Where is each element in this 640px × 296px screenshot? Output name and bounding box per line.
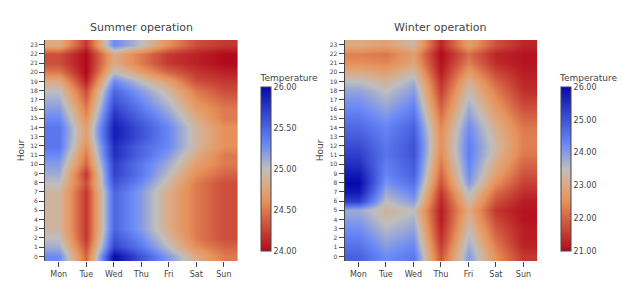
svg-text:9: 9 <box>34 170 38 177</box>
svg-text:2: 2 <box>334 234 338 241</box>
svg-text:Fri: Fri <box>164 270 174 279</box>
svg-text:26.00: 26.00 <box>574 83 597 92</box>
svg-text:22: 22 <box>330 50 338 57</box>
svg-text:Summer operation: Summer operation <box>90 21 193 34</box>
svg-text:14: 14 <box>330 124 338 131</box>
svg-text:10: 10 <box>30 160 38 167</box>
svg-text:Mon: Mon <box>50 270 67 279</box>
svg-text:23: 23 <box>330 41 338 48</box>
svg-text:22.00: 22.00 <box>574 214 597 223</box>
svg-text:17: 17 <box>30 96 38 103</box>
svg-text:Hour: Hour <box>16 139 26 161</box>
svg-text:25.50: 25.50 <box>274 124 297 133</box>
svg-text:9: 9 <box>334 170 338 177</box>
svg-text:Tue: Tue <box>378 270 393 279</box>
svg-text:12: 12 <box>330 142 338 149</box>
svg-text:0: 0 <box>334 253 338 260</box>
svg-text:Thu: Thu <box>133 270 149 279</box>
svg-text:25.00: 25.00 <box>574 116 597 125</box>
svg-text:13: 13 <box>330 133 338 140</box>
svg-text:0: 0 <box>34 253 38 260</box>
svg-text:19: 19 <box>330 78 338 85</box>
svg-text:Temperature: Temperature <box>559 73 617 83</box>
svg-text:19: 19 <box>30 78 38 85</box>
svg-text:5: 5 <box>34 206 38 213</box>
svg-text:23.00: 23.00 <box>574 181 597 190</box>
svg-text:Fri: Fri <box>464 270 474 279</box>
svg-text:4: 4 <box>334 216 338 223</box>
svg-text:8: 8 <box>34 179 38 186</box>
svg-text:Winter operation: Winter operation <box>394 21 487 34</box>
svg-text:24.50: 24.50 <box>274 206 297 215</box>
svg-text:20: 20 <box>330 68 338 75</box>
svg-text:16: 16 <box>330 105 338 112</box>
svg-text:26.00: 26.00 <box>274 83 297 92</box>
svg-text:4: 4 <box>34 216 38 223</box>
svg-text:Sat: Sat <box>190 270 203 279</box>
svg-text:13: 13 <box>30 133 38 140</box>
svg-text:Sun: Sun <box>216 270 231 279</box>
svg-text:Thu: Thu <box>432 270 448 279</box>
svg-text:5: 5 <box>334 206 338 213</box>
svg-text:24.00: 24.00 <box>274 247 297 256</box>
svg-text:14: 14 <box>30 124 38 131</box>
svg-text:22: 22 <box>30 50 38 57</box>
svg-text:Sat: Sat <box>489 270 502 279</box>
svg-text:Tue: Tue <box>78 270 93 279</box>
svg-text:24.00: 24.00 <box>574 148 597 157</box>
svg-text:25.00: 25.00 <box>274 165 297 174</box>
svg-text:21.00: 21.00 <box>574 247 597 256</box>
svg-text:6: 6 <box>334 197 338 204</box>
svg-text:Temperature: Temperature <box>259 73 317 83</box>
svg-text:2: 2 <box>34 234 38 241</box>
svg-text:Sun: Sun <box>516 270 531 279</box>
svg-text:21: 21 <box>30 59 38 66</box>
svg-text:6: 6 <box>34 197 38 204</box>
svg-text:8: 8 <box>334 179 338 186</box>
svg-text:7: 7 <box>334 188 338 195</box>
svg-text:21: 21 <box>330 59 338 66</box>
svg-text:16: 16 <box>30 105 38 112</box>
svg-text:20: 20 <box>30 68 38 75</box>
svg-text:10: 10 <box>330 160 338 167</box>
svg-text:7: 7 <box>34 188 38 195</box>
svg-text:3: 3 <box>34 225 38 232</box>
svg-text:1: 1 <box>334 243 338 250</box>
svg-text:Wed: Wed <box>105 270 122 279</box>
svg-text:Hour: Hour <box>315 139 325 161</box>
svg-text:18: 18 <box>330 87 338 94</box>
svg-text:3: 3 <box>334 225 338 232</box>
svg-text:Mon: Mon <box>350 270 367 279</box>
svg-text:12: 12 <box>30 142 38 149</box>
svg-text:Wed: Wed <box>405 270 422 279</box>
svg-text:15: 15 <box>30 114 38 121</box>
svg-text:18: 18 <box>30 87 38 94</box>
svg-text:11: 11 <box>330 151 338 158</box>
svg-text:23: 23 <box>30 41 38 48</box>
svg-text:17: 17 <box>330 96 338 103</box>
svg-text:11: 11 <box>30 151 38 158</box>
svg-text:15: 15 <box>330 114 338 121</box>
svg-text:1: 1 <box>34 243 38 250</box>
